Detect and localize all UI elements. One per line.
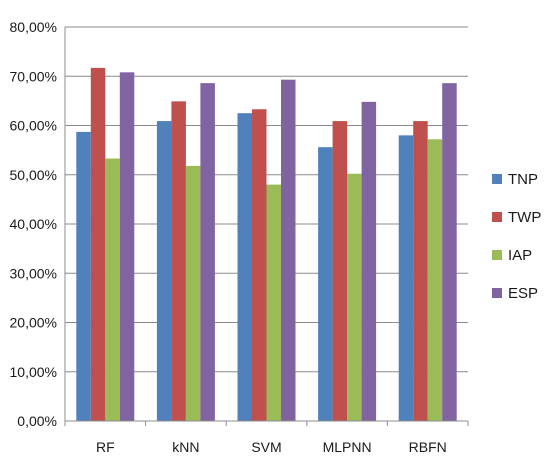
- y-tick-label: 0,00%: [17, 413, 57, 429]
- y-tick-label: 40,00%: [10, 216, 57, 232]
- y-tick-label: 80,00%: [10, 19, 57, 35]
- bar-twp-svm: [252, 109, 267, 421]
- bar-esp-rbfn: [442, 83, 457, 422]
- bar-tnp-svm: [237, 113, 252, 421]
- bar-twp-rbfn: [413, 121, 428, 421]
- y-tick-label: 50,00%: [10, 167, 57, 183]
- x-axis-ticks: RF kNN SVM MLPNN RBFN: [96, 439, 447, 455]
- bar-esp-svm: [281, 79, 296, 421]
- bar-iap-mlpnn: [347, 173, 362, 421]
- bar-esp-knn: [200, 83, 215, 422]
- legend-swatch-esp: [492, 288, 502, 298]
- x-tick-label: RF: [96, 439, 115, 455]
- bar-tnp-rbfn: [398, 135, 414, 421]
- bar-twp-mlpnn: [332, 121, 348, 421]
- x-tick-label: RBFN: [409, 439, 447, 455]
- legend-label-tnp: TNP: [508, 171, 538, 188]
- legend-swatch-iap: [492, 250, 502, 260]
- y-tick-label: 70,00%: [10, 68, 57, 84]
- legend-label-esp: ESP: [508, 285, 538, 302]
- bar-tnp-knn: [156, 121, 172, 421]
- legend: TNP TWP IAP ESP: [492, 171, 541, 302]
- bar-iap-rf: [105, 158, 120, 421]
- axes: [64, 27, 469, 426]
- y-axis-ticks: 0,00% 10,00% 20,00% 30,00% 40,00% 50,00% 60,00…: [10, 19, 57, 429]
- legend-swatch-twp: [492, 212, 502, 222]
- legend-label-iap: IAP: [508, 247, 532, 264]
- bar-esp-mlpnn: [361, 101, 377, 422]
- y-tick-label: 10,00%: [10, 364, 57, 380]
- bar-twp-rf: [90, 67, 106, 421]
- bar-esp-rf: [119, 72, 135, 421]
- bar-iap-rbfn: [427, 139, 443, 422]
- bar-twp-knn: [171, 101, 186, 422]
- x-tick-label: kNN: [172, 439, 199, 455]
- bar-tnp-mlpnn: [318, 147, 333, 422]
- y-tick-label: 30,00%: [10, 265, 57, 281]
- y-tick-label: 20,00%: [10, 315, 57, 331]
- bars-group: [76, 67, 457, 422]
- x-tick-label: MLPNN: [323, 439, 372, 455]
- legend-label-twp: TWP: [508, 209, 541, 226]
- legend-swatch-tnp: [492, 174, 502, 184]
- bar-tnp-rf: [76, 131, 91, 421]
- y-tick-label: 60,00%: [10, 118, 57, 134]
- x-tick-label: SVM: [251, 439, 281, 455]
- bar-iap-svm: [266, 184, 281, 421]
- bar-iap-knn: [185, 165, 201, 421]
